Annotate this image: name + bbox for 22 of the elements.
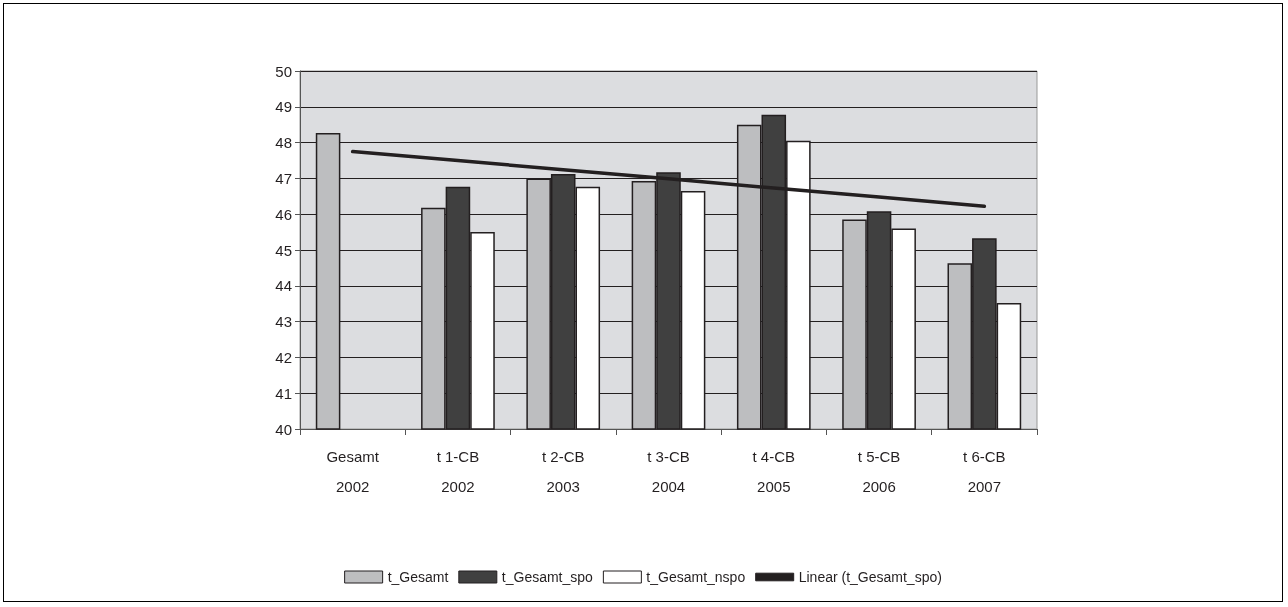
y-tick-label: 46	[275, 205, 292, 223]
y-tick-label: 48	[275, 134, 292, 152]
y-tick-label: 43	[275, 313, 292, 331]
x-tick-label: t 3-CB 2004	[647, 447, 690, 495]
y-tick-label: 50	[275, 62, 292, 80]
legend-label: t_Gesamt	[387, 569, 449, 585]
y-tick-label: 47	[275, 169, 292, 187]
y-tick-label: 40	[275, 420, 292, 438]
y-tick-label: 41	[275, 384, 292, 402]
x-tick-label: t 4-CB 2005	[752, 447, 796, 495]
x-tick-label: Gesamt 2002	[326, 447, 380, 495]
legend-label: t_Gesamt_spo	[501, 569, 594, 585]
x-tick-label: t 2-CB 2003	[541, 447, 585, 495]
legend-label: t_Gesamt_nspo	[646, 569, 746, 585]
y-tick-label: 42	[275, 348, 292, 366]
y-tick-label: 49	[275, 98, 292, 116]
x-tick-label: t 6-CB 2007	[963, 447, 1006, 495]
x-tick-label: t 1-CB 2002	[436, 447, 480, 495]
y-tick-label: 45	[275, 241, 292, 259]
x-tick-label: t 5-CB 2006	[857, 447, 901, 495]
y-tick-label: 44	[275, 277, 292, 295]
legend-label: Linear (t_Gesamt_spo)	[798, 569, 942, 585]
